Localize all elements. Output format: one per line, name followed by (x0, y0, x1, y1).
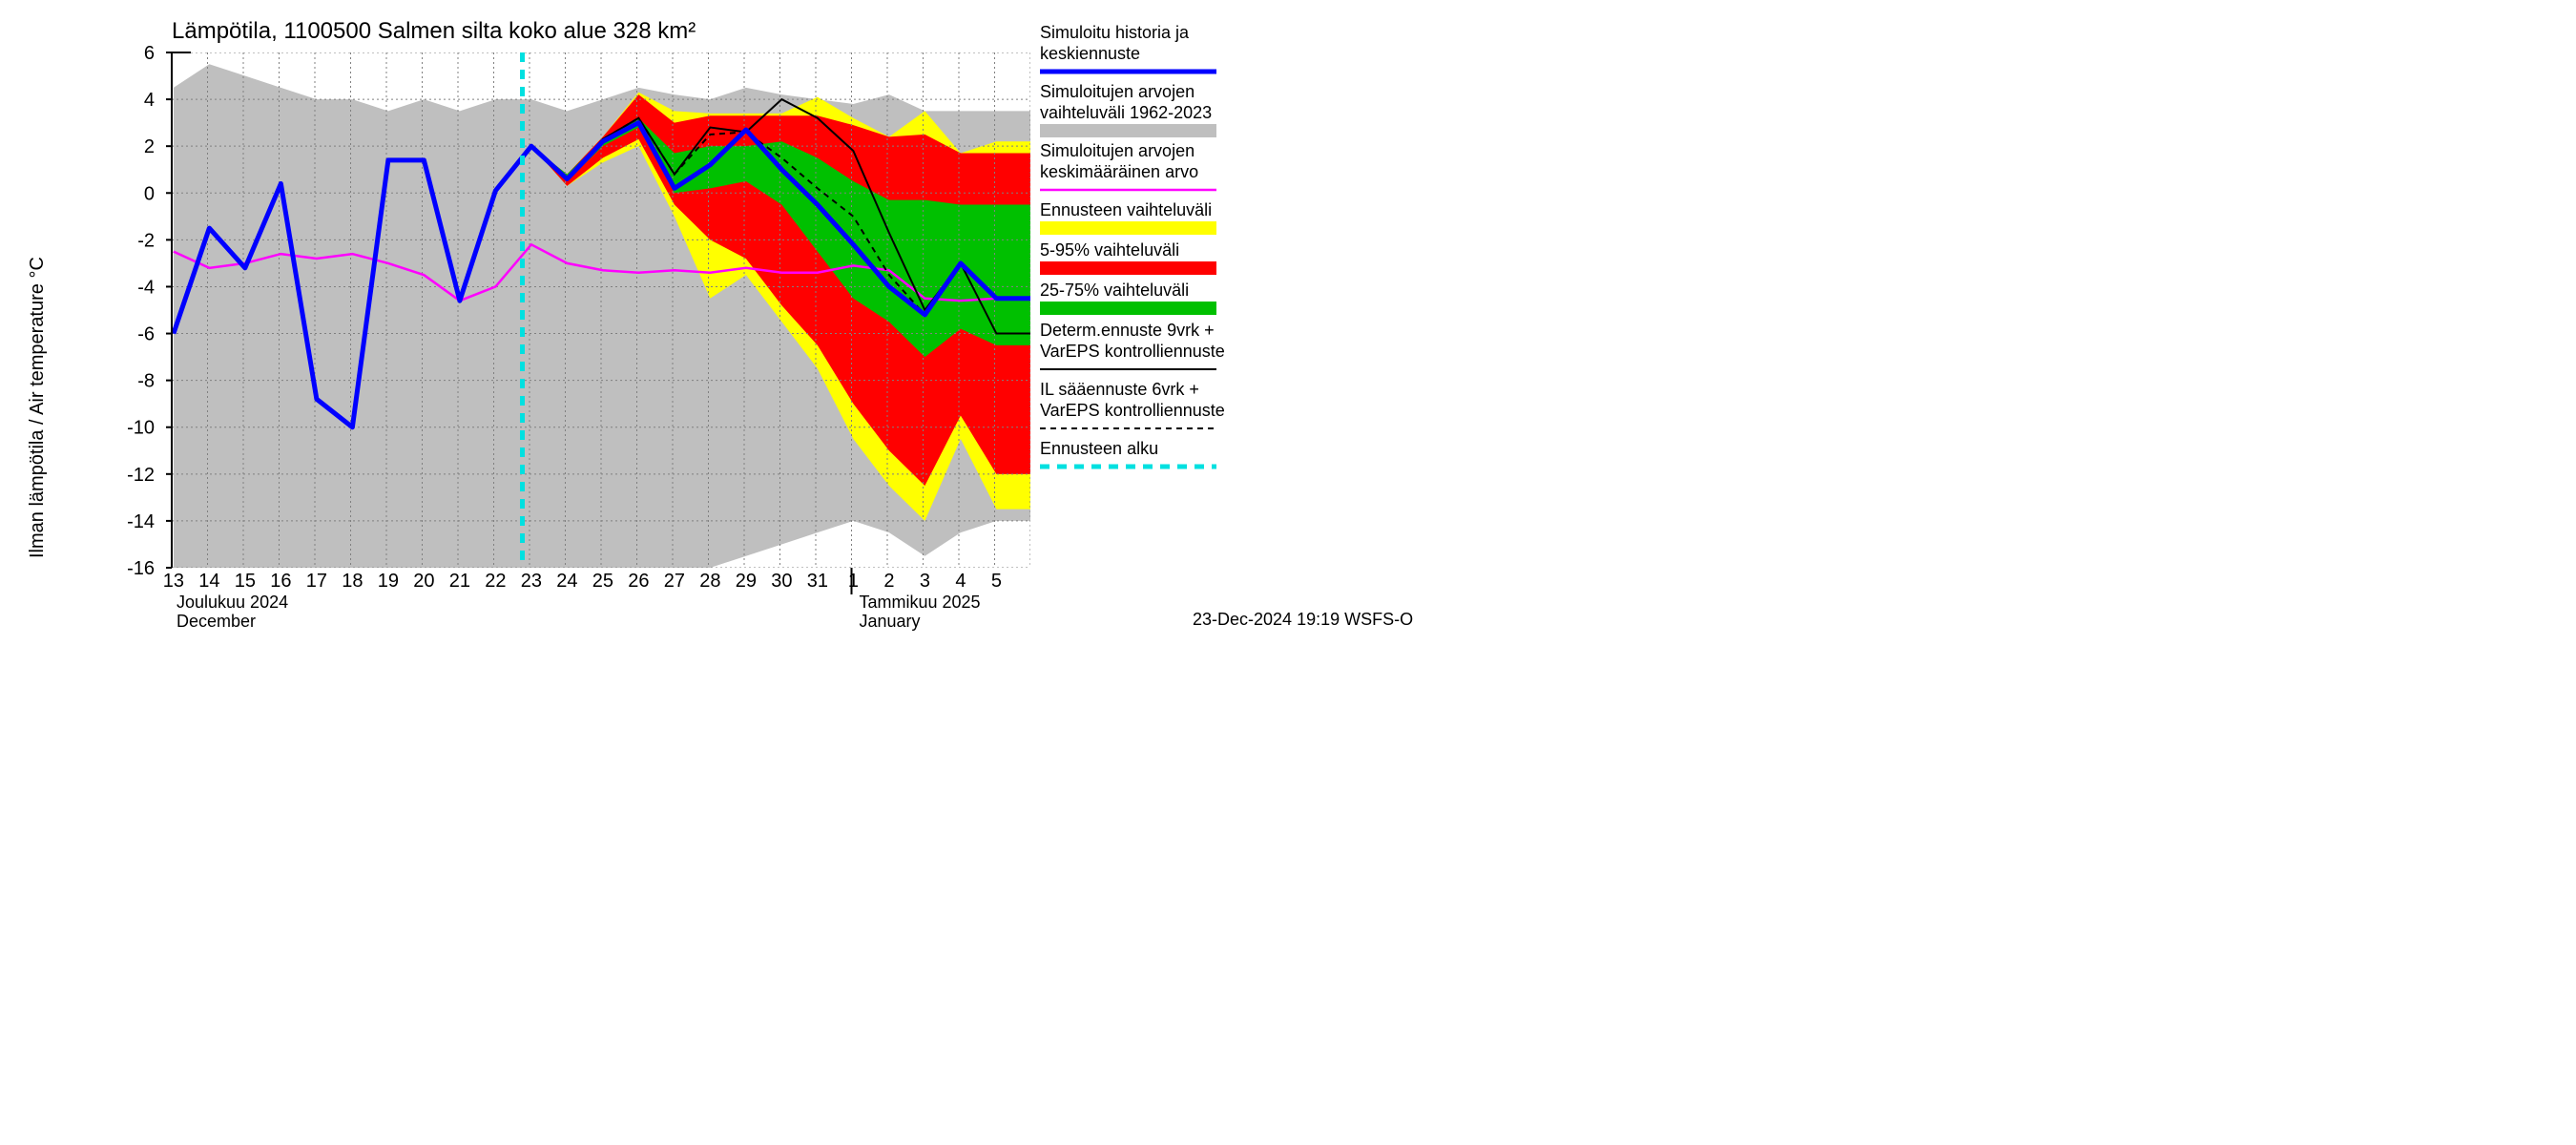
xtick-label: 23 (521, 571, 542, 592)
month-left-bottom: December (177, 612, 256, 631)
chart-title: Lämpötila, 1100500 Salmen silta koko alu… (172, 18, 696, 44)
legend-label: Ennusteen alku (1040, 439, 1158, 458)
xtick-label: 5 (991, 571, 1002, 592)
legend-label: VarEPS kontrolliennuste (1040, 342, 1225, 361)
xtick-label: 22 (485, 571, 506, 592)
legend-label: 5-95% vaihteluväli (1040, 240, 1179, 260)
xtick-label: 24 (556, 571, 577, 592)
xtick-label: 18 (342, 571, 363, 592)
xtick-label: 4 (955, 571, 966, 592)
xtick-label: 25 (592, 571, 613, 592)
xtick-label: 15 (235, 571, 256, 592)
legend-label: Simuloitujen arvojen (1040, 141, 1195, 160)
y-axis-label: Ilman lämpötila / Air temperature °C (27, 257, 48, 558)
legend-label: 25-75% vaihteluväli (1040, 281, 1189, 300)
xtick-label: 16 (270, 571, 291, 592)
temperature-chart: -16-14-12-10-8-6-4-202461314151617181920… (0, 0, 1431, 668)
legend-swatch (1040, 221, 1216, 235)
month-right-top: Tammikuu 2025 (860, 593, 981, 612)
ytick-label: -4 (137, 277, 155, 298)
xtick-label: 29 (736, 571, 757, 592)
xtick-label: 13 (163, 571, 184, 592)
ytick-label: 0 (144, 183, 155, 204)
xtick-label: 31 (807, 571, 828, 592)
xtick-label: 3 (920, 571, 930, 592)
legend-swatch (1040, 302, 1216, 315)
ytick-label: -2 (137, 230, 155, 251)
legend-swatch (1040, 124, 1216, 137)
legend-label: IL sääennuste 6vrk + (1040, 380, 1199, 399)
month-right-bottom: January (860, 612, 921, 631)
month-left-top: Joulukuu 2024 (177, 593, 288, 612)
xtick-label: 14 (198, 571, 219, 592)
ytick-label: -12 (127, 465, 155, 486)
xtick-label: 17 (306, 571, 327, 592)
ytick-label: -6 (137, 324, 155, 345)
ytick-label: -8 (137, 371, 155, 392)
xtick-label: 19 (378, 571, 399, 592)
ytick-label: 2 (144, 136, 155, 157)
legend-label: Ennusteen vaihteluväli (1040, 200, 1212, 219)
xtick-label: 2 (883, 571, 894, 592)
legend-label: vaihteluväli 1962-2023 (1040, 103, 1212, 122)
legend-label: VarEPS kontrolliennuste (1040, 401, 1225, 420)
legend-label: Simuloitu historia ja (1040, 23, 1190, 42)
legend-label: Determ.ennuste 9vrk + (1040, 321, 1215, 340)
legend-label: Simuloitujen arvojen (1040, 82, 1195, 101)
footer-text: 23-Dec-2024 19:19 WSFS-O (1193, 610, 1413, 629)
ytick-label: -14 (127, 511, 155, 532)
legend-swatch (1040, 261, 1216, 275)
xtick-label: 26 (628, 571, 649, 592)
xtick-label: 27 (664, 571, 685, 592)
legend-label: keskimääräinen arvo (1040, 162, 1198, 181)
ytick-label: -16 (127, 558, 155, 579)
ytick-label: 4 (144, 90, 155, 111)
xtick-label: 28 (699, 571, 720, 592)
xtick-label: 21 (449, 571, 470, 592)
xtick-label: 30 (771, 571, 792, 592)
ytick-label: 6 (144, 43, 155, 64)
legend-label: keskiennuste (1040, 44, 1140, 63)
xtick-label: 1 (848, 571, 859, 592)
ytick-label: -10 (127, 418, 155, 439)
xtick-label: 20 (413, 571, 434, 592)
